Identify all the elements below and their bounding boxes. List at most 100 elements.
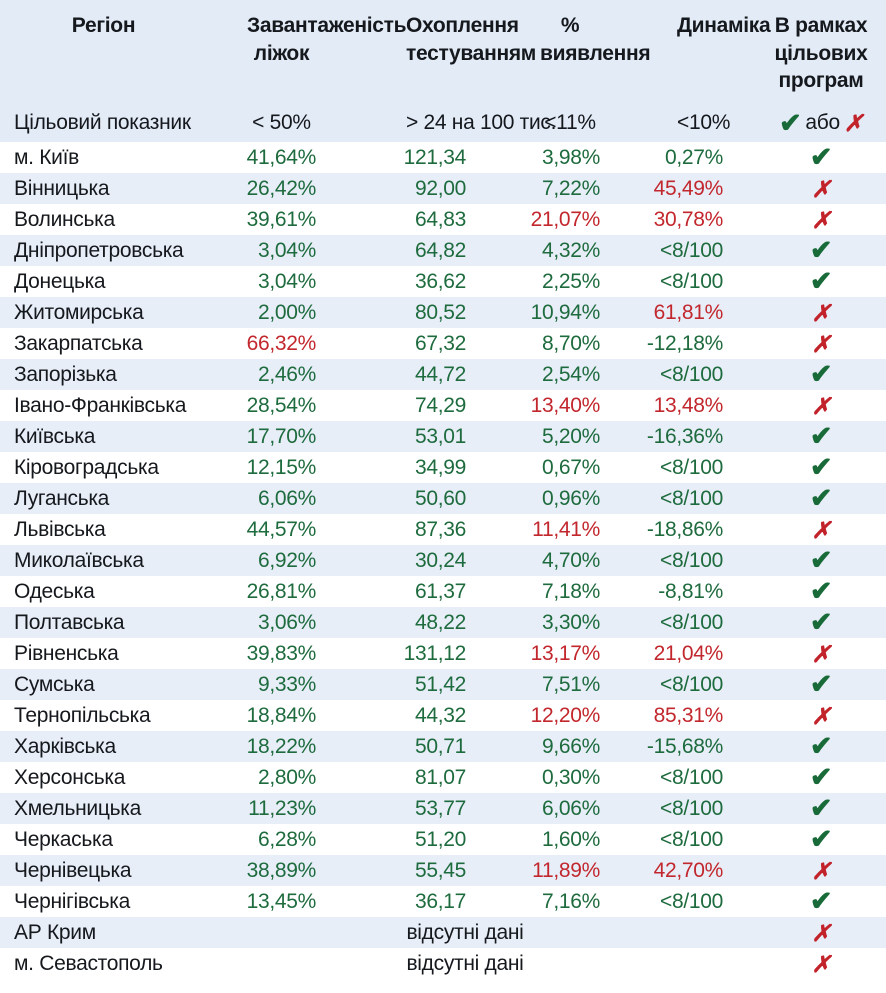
- table-row: Чернігівська 13,45% 36,17 7,16% <8/100 ✔: [0, 886, 886, 917]
- table-row: Хмельницька 11,23% 53,77 6,06% <8/100 ✔: [0, 793, 886, 824]
- check-icon: ✔: [809, 483, 833, 513]
- testing-coverage-value: 30,24: [414, 548, 466, 572]
- dynamics-value: <8/100: [659, 796, 723, 820]
- region-name: Миколаївська: [14, 548, 144, 572]
- detection-rate-value: 21,07%: [530, 207, 601, 231]
- target-testing-value: > 24 на 100 тис.: [406, 111, 557, 134]
- table-row: Кіровоградська 12,15% 34,99 0,67% <8/100 ✔: [0, 452, 886, 483]
- testing-coverage-value: 48,22: [414, 610, 466, 634]
- table-row: АР Крим відсутні дані ✗: [0, 917, 886, 948]
- region-name: Харківська: [14, 734, 116, 758]
- testing-coverage-value: 36,62: [414, 269, 466, 293]
- no-data-cell: відсутні дані: [406, 951, 524, 975]
- table-row: Волинська 39,61% 64,83 21,07% 30,78% ✗: [0, 204, 886, 235]
- dynamics-value: 0,27%: [664, 145, 723, 169]
- status-cell: ✔: [723, 888, 886, 915]
- region-name: Полтавська: [14, 610, 125, 634]
- no-data-cell: відсутні дані: [406, 920, 524, 944]
- check-icon: ✔: [809, 762, 833, 792]
- detection-rate-value: 5,20%: [541, 424, 600, 448]
- testing-coverage-value: 67,32: [414, 331, 466, 355]
- dynamics-value: -8,81%: [658, 579, 723, 603]
- dynamics-value: 13,48%: [653, 393, 724, 417]
- testing-coverage-value: 92,00: [414, 176, 466, 200]
- status-cell: ✗: [723, 208, 886, 232]
- detection-rate-value: 7,22%: [541, 176, 600, 200]
- bed-occupancy-value: 6,92%: [257, 548, 316, 572]
- testing-coverage-value: 64,82: [414, 238, 466, 262]
- header-row: Регіон Завантаженість ліжок Охоплення те…: [0, 0, 886, 104]
- detection-rate-value: 7,16%: [541, 889, 600, 913]
- region-name: Чернівецька: [14, 858, 132, 882]
- region-name: Рівненська: [14, 641, 119, 665]
- status-cell: ✔: [723, 578, 886, 605]
- table-row: Миколаївська 6,92% 30,24 4,70% <8/100 ✔: [0, 545, 886, 576]
- status-cell: ✗: [723, 394, 886, 418]
- check-icon: ✔: [809, 359, 833, 389]
- target-row-label: Цільовий показник: [14, 111, 191, 134]
- bed-occupancy-value: 66,32%: [246, 331, 317, 355]
- region-name: Луганська: [14, 486, 110, 510]
- detection-rate-value: 4,70%: [541, 548, 600, 572]
- bed-occupancy-value: 11,23%: [248, 796, 316, 820]
- table-row: Івано-Франківська 28,54% 74,29 13,40% 13,48%…: [0, 390, 886, 421]
- testing-coverage-value: 44,32: [414, 703, 466, 727]
- region-name: Запорізька: [14, 362, 117, 386]
- status-cell: ✗: [723, 859, 886, 883]
- cross-icon: ✗: [811, 175, 831, 202]
- bed-occupancy-value: 6,28%: [257, 827, 316, 851]
- status-cell: ✔: [723, 826, 886, 853]
- testing-coverage-value: 34,99: [414, 455, 466, 479]
- dynamics-value: <8/100: [659, 486, 723, 510]
- check-icon: ✔: [809, 576, 833, 606]
- check-icon: ✔: [809, 545, 833, 575]
- table-row: Закарпатська 66,32% 67,32 8,70% -12,18% ✗: [0, 328, 886, 359]
- bed-occupancy-value: 2,00%: [257, 300, 316, 324]
- dynamics-value: 61,81%: [653, 300, 724, 324]
- bed-occupancy-value: 17,70%: [246, 424, 317, 448]
- target-status-legend: ✔ або ✗: [723, 107, 886, 138]
- table-row: Рівненська 39,83% 131,12 13,17% 21,04% ✗: [0, 638, 886, 669]
- status-cell: ✔: [723, 795, 886, 822]
- detection-rate-value: 3,30%: [541, 610, 600, 634]
- detection-rate-value: 8,70%: [541, 331, 600, 355]
- region-name: Волинська: [14, 207, 115, 231]
- bed-occupancy-value: 9,33%: [257, 672, 316, 696]
- region-name: Дніпропетровська: [14, 238, 184, 262]
- check-icon: ✔: [779, 107, 802, 138]
- status-cell: ✗: [723, 301, 886, 325]
- dynamics-value: <8/100: [659, 238, 723, 262]
- region-name: Херсонська: [14, 765, 126, 789]
- cross-icon: ✗: [811, 299, 831, 326]
- check-icon: ✔: [809, 824, 833, 854]
- testing-coverage-value: 80,52: [414, 300, 466, 324]
- status-cell: ✔: [723, 268, 886, 295]
- testing-coverage-value: 44,72: [414, 362, 466, 386]
- table-row: Одеська 26,81% 61,37 7,18% -8,81% ✔: [0, 576, 886, 607]
- detection-rate-value: 6,06%: [541, 796, 600, 820]
- bed-occupancy-value: 44,57%: [246, 517, 317, 541]
- testing-coverage-value: 55,45: [414, 858, 466, 882]
- cross-icon: ✗: [811, 516, 831, 543]
- detection-rate-value: 10,94%: [530, 300, 601, 324]
- status-cell: ✗: [723, 177, 886, 201]
- table-body: м. Київ 41,64% 121,34 3,98% 0,27% ✔ Вінницька 2…: [0, 142, 886, 979]
- check-icon: ✔: [809, 607, 833, 637]
- check-icon: ✔: [809, 886, 833, 916]
- detection-rate-value: 11,89%: [532, 858, 600, 882]
- dynamics-value: <8/100: [659, 827, 723, 851]
- dynamics-value: <8/100: [659, 269, 723, 293]
- dynamics-value: 45,49%: [653, 176, 724, 200]
- region-name: Тернопільська: [14, 703, 151, 727]
- dynamics-value: 85,31%: [653, 703, 724, 727]
- detection-rate-value: 9,66%: [541, 734, 600, 758]
- region-name: Чернігівська: [14, 889, 131, 913]
- column-header-programs: В рамках цільових програм: [774, 14, 868, 93]
- detection-rate-value: 3,98%: [541, 145, 600, 169]
- or-label: або: [805, 110, 840, 134]
- testing-coverage-value: 50,71: [414, 734, 466, 758]
- check-icon: ✔: [809, 266, 833, 296]
- column-header-dynamics: Динаміка: [677, 14, 771, 37]
- detection-rate-value: 0,30%: [541, 765, 600, 789]
